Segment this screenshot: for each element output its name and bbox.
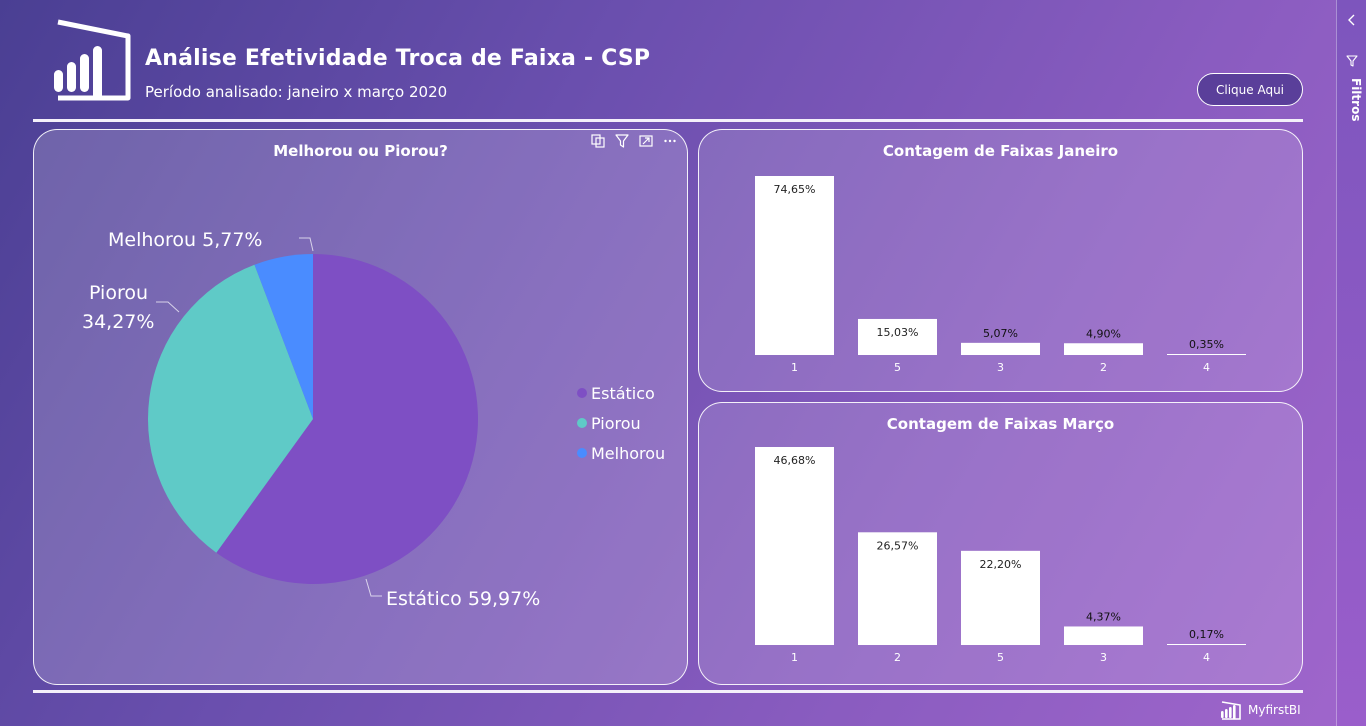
- pie-chart-title: Melhorou ou Piorou?: [273, 142, 448, 160]
- report-logo-icon: [54, 19, 131, 101]
- mar-data-label-1: 46,68%: [774, 454, 816, 467]
- jan-tick-label-5: 5: [894, 361, 901, 374]
- mar-tick-label-4: 4: [1203, 651, 1210, 664]
- copy-icon[interactable]: [591, 134, 605, 148]
- focus-mode-icon[interactable]: [639, 134, 653, 148]
- pie-leader-estatico: [365, 578, 382, 597]
- mar-data-label-4: 0,17%: [1189, 628, 1224, 641]
- filter-icon[interactable]: [615, 134, 629, 148]
- jan-data-label-4: 0,35%: [1189, 338, 1224, 351]
- pie-label-estatico: Estático 59,97%: [386, 588, 540, 610]
- jan-tick-label-3: 3: [997, 361, 1004, 374]
- jan-tick-label-1: 1: [791, 361, 798, 374]
- jan-data-label-2: 4,90%: [1086, 327, 1121, 340]
- legend-dot-piorou: [577, 418, 587, 428]
- pie-legend: Estático Piorou Melhorou: [577, 378, 665, 468]
- legend-label-melhorou: Melhorou: [591, 443, 666, 463]
- brand-footer: MyfirstBI: [1220, 700, 1301, 720]
- report-subtitle: Período analisado: janeiro x março 2020: [145, 83, 448, 101]
- bar-chart-panel-janeiro[interactable]: Contagem de Faixas Janeiro 74,65% 1 15,03%…: [698, 129, 1303, 392]
- legend-dot-melhorou: [577, 448, 587, 458]
- pie-label-piorou-value: 34,27%: [82, 311, 154, 333]
- legend-label-piorou: Piorou: [591, 413, 641, 433]
- jan-data-label-1: 74,65%: [774, 183, 816, 196]
- filter-funnel-icon: [1346, 55, 1358, 67]
- pie-label-melhorou: Melhorou 5,77%: [108, 229, 263, 251]
- jan-data-label-5: 15,03%: [877, 326, 919, 339]
- mar-tick-label-5: 5: [997, 651, 1004, 664]
- pie-slice-estatico[interactable]: [216, 254, 478, 584]
- mar-tick-label-2: 2: [894, 651, 901, 664]
- pie-chart-panel[interactable]: Melhorou ou Piorou? Melhorou 5,77%: [33, 129, 688, 685]
- jan-bar-3[interactable]: [961, 342, 1040, 355]
- legend-item-melhorou[interactable]: Melhorou: [577, 438, 665, 468]
- pie-chart: Melhorou 5,77% Piorou 34,27% Estático 59…: [82, 229, 540, 610]
- pie-leader-melhorou: [299, 237, 314, 252]
- bar-chart-panel-marco[interactable]: Contagem de Faixas Março 46,68% 1 26,57% 2 2…: [698, 402, 1303, 685]
- bar-chart-title-janeiro: Contagem de Faixas Janeiro: [882, 142, 1119, 160]
- bar-chart-title-marco: Contagem de Faixas Março: [886, 415, 1115, 433]
- mar-bar-1[interactable]: [755, 447, 834, 645]
- bar-chart-janeiro: 74,65% 1 15,03% 5 5,07% 3 4,90% 2 0,35% 4: [755, 176, 1246, 374]
- brand-logo-icon: [1221, 701, 1241, 720]
- legend-label-estatico: Estático: [591, 383, 655, 403]
- jan-tick-label-2: 2: [1100, 361, 1107, 374]
- collapse-chevron-left-icon[interactable]: [1346, 14, 1358, 26]
- more-options-icon[interactable]: [663, 134, 677, 148]
- mar-data-label-5: 22,20%: [980, 558, 1022, 571]
- header-divider: [33, 119, 1303, 122]
- jan-bar-5[interactable]: [858, 318, 937, 355]
- mar-bar-3[interactable]: [1064, 626, 1143, 645]
- filters-pane[interactable]: Filtros: [1336, 0, 1366, 726]
- pie-slice-piorou[interactable]: [148, 264, 313, 553]
- bar-chart-marco: 46,68% 1 26,57% 2 22,20% 5 4,37% 3 0,17% 4: [755, 447, 1246, 664]
- clique-aqui-button[interactable]: Clique Aqui: [1197, 73, 1303, 106]
- jan-bar-1[interactable]: [755, 176, 834, 355]
- brand-label: MyfirstBI: [1248, 703, 1301, 717]
- jan-bar-2[interactable]: [1064, 343, 1143, 355]
- legend-dot-estatico: [577, 388, 587, 398]
- mar-data-label-3: 4,37%: [1086, 610, 1121, 623]
- report-title: Análise Efetividade Troca de Faixa - CSP: [145, 46, 651, 71]
- visual-header-toolbar: [591, 134, 677, 148]
- mar-bar-4[interactable]: [1167, 644, 1246, 645]
- mar-tick-label-1: 1: [791, 651, 798, 664]
- legend-item-estatico[interactable]: Estático: [577, 378, 665, 408]
- mar-data-label-2: 26,57%: [877, 539, 919, 552]
- jan-tick-label-4: 4: [1203, 361, 1210, 374]
- mar-bar-5[interactable]: [961, 550, 1040, 645]
- pie-label-piorou-name: Piorou: [89, 282, 148, 304]
- report-canvas: Análise Efetividade Troca de Faixa - CSP…: [33, 19, 1303, 720]
- jan-data-label-3: 5,07%: [983, 327, 1018, 340]
- pie-leader-piorou: [156, 301, 180, 313]
- jan-bar-4[interactable]: [1167, 354, 1246, 355]
- mar-tick-label-3: 3: [1100, 651, 1107, 664]
- legend-item-piorou[interactable]: Piorou: [577, 408, 665, 438]
- filters-pane-label: Filtros: [1349, 78, 1363, 122]
- pie-slice-melhorou[interactable]: [254, 254, 313, 419]
- mar-bar-2[interactable]: [858, 532, 937, 645]
- footer-divider: [33, 690, 1303, 693]
